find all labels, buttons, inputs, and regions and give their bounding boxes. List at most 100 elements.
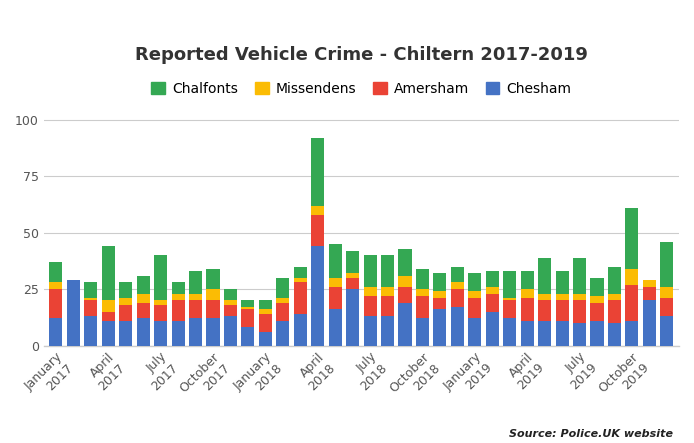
Bar — [573, 294, 586, 300]
Bar — [102, 312, 115, 321]
Bar — [451, 289, 464, 307]
Bar — [416, 296, 429, 319]
Bar — [416, 289, 429, 296]
Bar — [364, 296, 377, 316]
Bar — [171, 300, 185, 321]
Bar — [329, 244, 341, 278]
Bar — [486, 312, 499, 346]
Bar — [137, 303, 150, 319]
Bar — [242, 307, 255, 310]
Bar — [119, 321, 133, 346]
Bar — [346, 251, 359, 273]
Bar — [346, 278, 359, 289]
Bar — [573, 300, 586, 323]
Bar — [398, 287, 412, 303]
Bar — [171, 282, 185, 294]
Bar — [468, 273, 482, 291]
Bar — [49, 262, 62, 282]
Bar — [311, 215, 324, 246]
Bar — [224, 289, 237, 300]
Bar — [294, 282, 307, 314]
Bar — [398, 276, 412, 287]
Bar — [154, 255, 167, 300]
Bar — [503, 298, 516, 300]
Bar — [49, 319, 62, 346]
Bar — [119, 298, 133, 305]
Bar — [242, 327, 255, 346]
Bar — [119, 305, 133, 321]
Bar — [381, 296, 394, 316]
Bar — [102, 246, 115, 300]
Bar — [364, 255, 377, 287]
Bar — [189, 300, 202, 319]
Bar — [329, 278, 341, 287]
Bar — [660, 287, 673, 298]
Bar — [137, 294, 150, 303]
Bar — [137, 319, 150, 346]
Bar — [451, 267, 464, 282]
Bar — [224, 305, 237, 316]
Text: Source: Police.UK website: Source: Police.UK website — [509, 428, 673, 439]
Bar — [520, 289, 534, 298]
Bar — [154, 300, 167, 305]
Bar — [381, 287, 394, 296]
Bar — [608, 300, 621, 323]
Bar — [364, 316, 377, 346]
Bar — [189, 294, 202, 300]
Title: Reported Vehicle Crime - Chiltern 2017-2019: Reported Vehicle Crime - Chiltern 2017-2… — [135, 46, 588, 64]
Bar — [608, 294, 621, 300]
Bar — [137, 276, 150, 294]
Bar — [643, 300, 656, 346]
Bar — [49, 289, 62, 319]
Bar — [468, 291, 482, 298]
Bar — [591, 303, 604, 321]
Bar — [294, 278, 307, 282]
Bar — [294, 314, 307, 346]
Bar — [591, 321, 604, 346]
Bar — [207, 269, 219, 289]
Bar — [520, 298, 534, 321]
Bar — [154, 321, 167, 346]
Bar — [171, 294, 185, 300]
Bar — [660, 242, 673, 287]
Bar — [591, 278, 604, 296]
Bar — [625, 321, 638, 346]
Bar — [49, 282, 62, 289]
Bar — [259, 314, 272, 332]
Bar — [224, 316, 237, 346]
Bar — [154, 305, 167, 321]
Bar — [224, 300, 237, 305]
Bar — [520, 271, 534, 289]
Bar — [311, 246, 324, 346]
Bar — [538, 294, 551, 300]
Bar — [189, 271, 202, 294]
Bar — [451, 282, 464, 289]
Bar — [84, 316, 97, 346]
Bar — [625, 208, 638, 269]
Bar — [259, 310, 272, 314]
Bar — [207, 300, 219, 319]
Bar — [329, 287, 341, 310]
Bar — [555, 321, 568, 346]
Bar — [433, 310, 446, 346]
Bar — [625, 284, 638, 321]
Bar — [503, 319, 516, 346]
Bar — [398, 249, 412, 276]
Bar — [591, 296, 604, 303]
Bar — [294, 267, 307, 278]
Bar — [311, 206, 324, 215]
Bar — [538, 321, 551, 346]
Bar — [451, 307, 464, 346]
Bar — [416, 319, 429, 346]
Bar — [433, 273, 446, 291]
Bar — [242, 300, 255, 307]
Bar — [346, 273, 359, 278]
Bar — [84, 300, 97, 316]
Bar — [625, 269, 638, 284]
Bar — [433, 298, 446, 310]
Bar — [538, 257, 551, 294]
Bar — [416, 269, 429, 289]
Bar — [102, 321, 115, 346]
Bar — [381, 316, 394, 346]
Bar — [555, 300, 568, 321]
